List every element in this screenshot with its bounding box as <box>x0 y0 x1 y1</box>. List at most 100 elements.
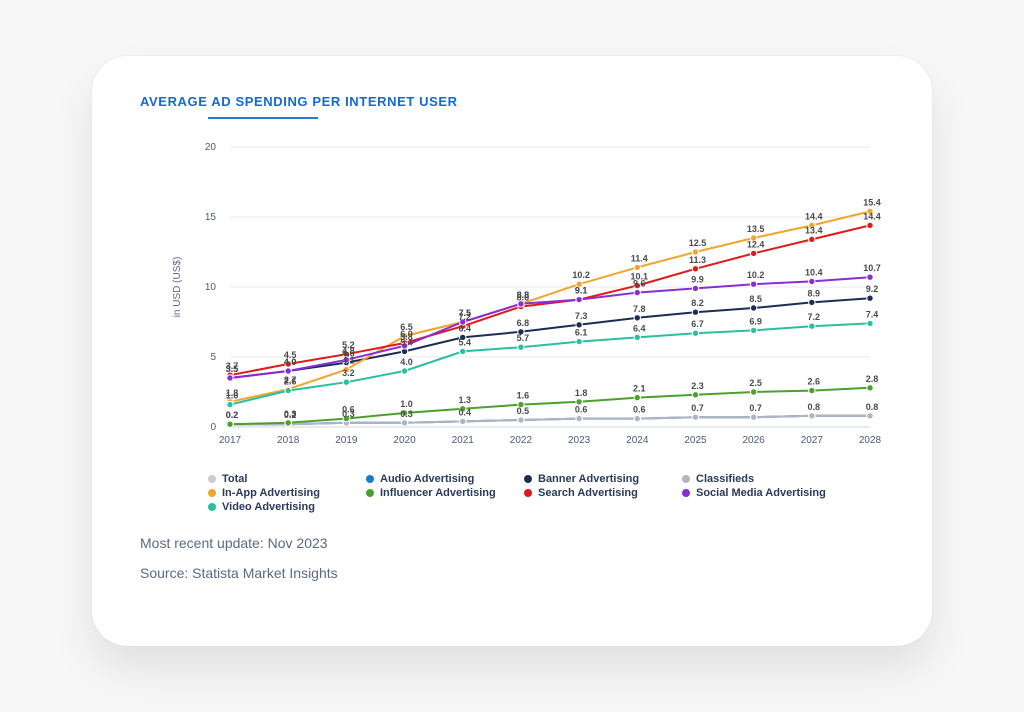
svg-text:3.2: 3.2 <box>342 368 355 378</box>
svg-text:8.9: 8.9 <box>808 288 821 298</box>
svg-text:2018: 2018 <box>277 435 300 446</box>
legend-swatch <box>682 489 690 497</box>
legend-item[interactable]: Search Advertising <box>524 487 664 499</box>
svg-text:2019: 2019 <box>335 435 358 446</box>
svg-text:0.6: 0.6 <box>633 405 646 415</box>
svg-text:2027: 2027 <box>801 435 824 446</box>
svg-text:10.2: 10.2 <box>572 270 590 280</box>
svg-text:5.7: 5.7 <box>517 333 530 343</box>
svg-text:2023: 2023 <box>568 435 591 446</box>
svg-text:0.6: 0.6 <box>342 405 355 415</box>
svg-text:0.3: 0.3 <box>400 409 413 419</box>
legend-item[interactable]: Video Advertising <box>208 501 348 513</box>
svg-text:5.8: 5.8 <box>400 332 413 342</box>
svg-text:7.3: 7.3 <box>575 311 588 321</box>
legend-label: Video Advertising <box>222 501 315 513</box>
svg-text:7.2: 7.2 <box>808 312 821 322</box>
svg-text:10.2: 10.2 <box>747 270 765 280</box>
svg-text:4.0: 4.0 <box>400 357 413 367</box>
svg-text:2.6: 2.6 <box>808 377 821 387</box>
svg-text:2028: 2028 <box>859 435 882 446</box>
chart-card: AVERAGE AD SPENDING PER INTERNET USER 05… <box>92 56 932 646</box>
svg-text:11.4: 11.4 <box>631 253 648 263</box>
svg-text:8.5: 8.5 <box>749 294 762 304</box>
legend-label: Total <box>222 473 247 485</box>
legend-label: Banner Advertising <box>538 473 639 485</box>
svg-text:2017: 2017 <box>219 435 242 446</box>
svg-text:9.9: 9.9 <box>691 274 704 284</box>
svg-text:15: 15 <box>205 212 217 223</box>
legend-swatch <box>524 475 532 483</box>
svg-text:13.4: 13.4 <box>805 225 823 235</box>
svg-text:0.2: 0.2 <box>226 410 239 420</box>
svg-text:1.0: 1.0 <box>400 399 413 409</box>
svg-text:2024: 2024 <box>626 435 649 446</box>
svg-text:8.2: 8.2 <box>691 298 704 308</box>
svg-text:0.8: 0.8 <box>866 402 879 412</box>
legend-item[interactable]: Social Media Advertising <box>682 487 826 499</box>
svg-text:2.1: 2.1 <box>633 384 646 394</box>
svg-text:3.5: 3.5 <box>226 364 239 374</box>
legend-label: Search Advertising <box>538 487 638 499</box>
svg-text:14.4: 14.4 <box>805 211 823 221</box>
legend-swatch <box>208 503 216 511</box>
legend-item[interactable]: Total <box>208 473 348 485</box>
svg-text:0: 0 <box>210 422 216 433</box>
legend: Total Audio Advertising Banner Advertising… <box>208 473 868 513</box>
svg-text:2.3: 2.3 <box>691 381 704 391</box>
legend-item[interactable]: Influencer Advertising <box>366 487 506 499</box>
legend-label: Audio Advertising <box>380 473 474 485</box>
svg-text:6.4: 6.4 <box>458 323 471 333</box>
svg-text:7.4: 7.4 <box>866 309 879 319</box>
svg-text:2025: 2025 <box>684 435 707 446</box>
svg-text:6.9: 6.9 <box>749 316 762 326</box>
legend-label: In-App Advertising <box>222 487 320 499</box>
svg-text:10.4: 10.4 <box>805 267 823 277</box>
svg-text:15.4: 15.4 <box>863 197 881 207</box>
footer-update: Most recent update: Nov 2023 <box>140 535 884 551</box>
title-underline <box>208 117 318 119</box>
svg-text:2022: 2022 <box>510 435 533 446</box>
svg-text:2.5: 2.5 <box>749 378 762 388</box>
svg-text:6.7: 6.7 <box>691 319 704 329</box>
legend-swatch <box>366 475 374 483</box>
svg-text:9.2: 9.2 <box>866 284 879 294</box>
legend-label: Classifieds <box>696 473 754 485</box>
svg-text:12.4: 12.4 <box>747 239 765 249</box>
svg-text:9.6: 9.6 <box>633 279 646 289</box>
line-chart: 0510152020172018201920202021202220232024… <box>140 137 884 467</box>
legend-item[interactable]: Classifieds <box>682 473 822 485</box>
svg-text:14.4: 14.4 <box>863 211 881 221</box>
svg-text:0.5: 0.5 <box>517 406 530 416</box>
svg-text:12.5: 12.5 <box>689 238 707 248</box>
svg-text:2021: 2021 <box>452 435 475 446</box>
svg-text:9.1: 9.1 <box>575 286 588 296</box>
svg-text:13.5: 13.5 <box>747 224 765 234</box>
svg-text:2020: 2020 <box>393 435 416 446</box>
svg-text:5.4: 5.4 <box>458 337 471 347</box>
svg-text:6.1: 6.1 <box>575 328 588 338</box>
svg-text:2026: 2026 <box>743 435 766 446</box>
svg-text:1.8: 1.8 <box>575 388 588 398</box>
legend-label: Influencer Advertising <box>380 487 496 499</box>
svg-text:4.1: 4.1 <box>342 356 355 366</box>
footer-source: Source: Statista Market Insights <box>140 565 884 581</box>
chart-svg: 0510152020172018201920202021202220232024… <box>140 137 884 467</box>
svg-text:2.6: 2.6 <box>284 377 297 387</box>
svg-text:in USD (US$): in USD (US$) <box>172 257 183 318</box>
svg-text:0.7: 0.7 <box>749 403 762 413</box>
legend-item[interactable]: Audio Advertising <box>366 473 506 485</box>
svg-text:0.7: 0.7 <box>691 403 704 413</box>
legend-item[interactable]: In-App Advertising <box>208 487 348 499</box>
svg-text:10.7: 10.7 <box>863 263 881 273</box>
svg-text:1.6: 1.6 <box>226 391 239 401</box>
svg-text:6.8: 6.8 <box>517 318 530 328</box>
svg-text:0.6: 0.6 <box>575 405 588 415</box>
legend-swatch <box>524 489 532 497</box>
legend-swatch <box>682 475 690 483</box>
svg-text:5: 5 <box>210 352 216 363</box>
legend-item[interactable]: Banner Advertising <box>524 473 664 485</box>
svg-text:1.6: 1.6 <box>517 391 530 401</box>
svg-text:7.5: 7.5 <box>458 308 471 318</box>
svg-text:4.8: 4.8 <box>342 346 355 356</box>
